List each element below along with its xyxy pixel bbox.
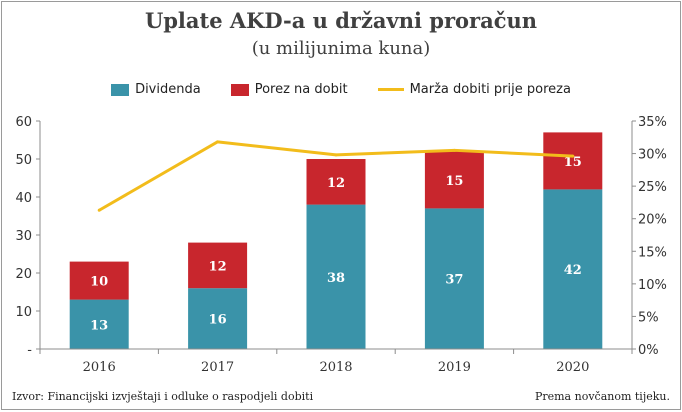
y-right-tick-label-7: 35% bbox=[638, 115, 667, 130]
bar-dividend-2016 bbox=[69, 299, 129, 349]
bar-label-dividend-2018: 38 bbox=[327, 271, 345, 286]
y-left-tick-label-5: 50 bbox=[15, 153, 32, 168]
x-tick-label-2019: 2019 bbox=[438, 360, 471, 375]
legend-swatch-margin bbox=[377, 88, 404, 91]
y-left-tick-label-1: 10 bbox=[15, 305, 32, 320]
legend-swatch-dividend bbox=[111, 83, 130, 96]
bar-tax-2016 bbox=[69, 261, 129, 300]
source-note: Izvor: Financijski izvještaji i odluke o… bbox=[12, 390, 314, 403]
chart-title: Uplate AKD-a u državni proračun bbox=[144, 8, 538, 33]
margin-point-2016 bbox=[97, 208, 101, 212]
margin-point-2019 bbox=[452, 148, 456, 152]
legend-label-dividend: Dividenda bbox=[135, 82, 201, 97]
cash-flow-note: Prema novčanom tijeku. bbox=[534, 390, 670, 403]
y-left-tick-label-4: 40 bbox=[15, 191, 32, 206]
bar-dividend-2018 bbox=[306, 204, 366, 349]
bar-label-tax-2017: 12 bbox=[209, 259, 227, 274]
legend-item-tax: Porez na dobit bbox=[230, 82, 348, 97]
bar-tax-2019 bbox=[424, 151, 484, 209]
bar-dividend-2020 bbox=[543, 189, 603, 349]
margin-point-2018 bbox=[334, 153, 338, 157]
y-right-tick-label-5: 25% bbox=[638, 180, 667, 195]
legend-label-tax: Porez na dobit bbox=[254, 82, 348, 97]
y-left-tick-label-3: 30 bbox=[15, 229, 32, 244]
x-tick-label-2017: 2017 bbox=[201, 360, 234, 375]
bar-tax-2017 bbox=[188, 242, 248, 289]
bar-label-tax-2018: 12 bbox=[327, 176, 345, 191]
legend-swatch-tax bbox=[230, 83, 249, 96]
bar-label-dividend-2019: 37 bbox=[445, 273, 463, 288]
y-right-tick-label-2: 10% bbox=[638, 278, 667, 293]
y-left-tick-label-0: - bbox=[27, 343, 32, 358]
x-tick-label-2018: 2018 bbox=[319, 360, 352, 375]
bar-label-dividend-2017: 16 bbox=[209, 313, 227, 328]
bar-label-tax-2020: 15 bbox=[564, 155, 582, 170]
chart-subtitle: (u milijunima kuna) bbox=[251, 38, 431, 59]
margin-point-2020 bbox=[571, 154, 575, 158]
x-tick-label-2020: 2020 bbox=[556, 360, 589, 375]
bar-dividend-2017 bbox=[188, 288, 248, 349]
y-left-tick-label-6: 60 bbox=[15, 115, 32, 130]
y-right-tick-label-1: 5% bbox=[638, 310, 659, 325]
bar-tax-2020 bbox=[543, 132, 603, 190]
x-tick-label-2016: 2016 bbox=[83, 360, 116, 375]
bar-tax-2018 bbox=[306, 159, 366, 205]
margin-point-2017 bbox=[216, 140, 220, 144]
legend-item-margin: Marža dobiti prije poreza bbox=[377, 82, 571, 97]
bar-label-tax-2019: 15 bbox=[445, 174, 463, 189]
bar-label-dividend-2020: 42 bbox=[564, 263, 582, 278]
bar-label-dividend-2016: 13 bbox=[90, 318, 108, 333]
y-right-tick-label-6: 30% bbox=[638, 148, 667, 163]
legend-item-dividend: Dividenda bbox=[111, 82, 201, 97]
y-right-tick-label-3: 15% bbox=[638, 245, 667, 260]
bar-label-tax-2016: 10 bbox=[90, 275, 108, 290]
y-right-tick-label-0: 0% bbox=[638, 343, 659, 358]
chart-legend: Dividenda Porez na dobit Marža dobiti pr… bbox=[2, 82, 680, 97]
bar-dividend-2019 bbox=[424, 208, 484, 349]
y-right-tick-label-4: 20% bbox=[638, 213, 667, 228]
legend-label-margin: Marža dobiti prije poreza bbox=[409, 82, 571, 97]
y-left-tick-label-2: 20 bbox=[15, 267, 32, 282]
